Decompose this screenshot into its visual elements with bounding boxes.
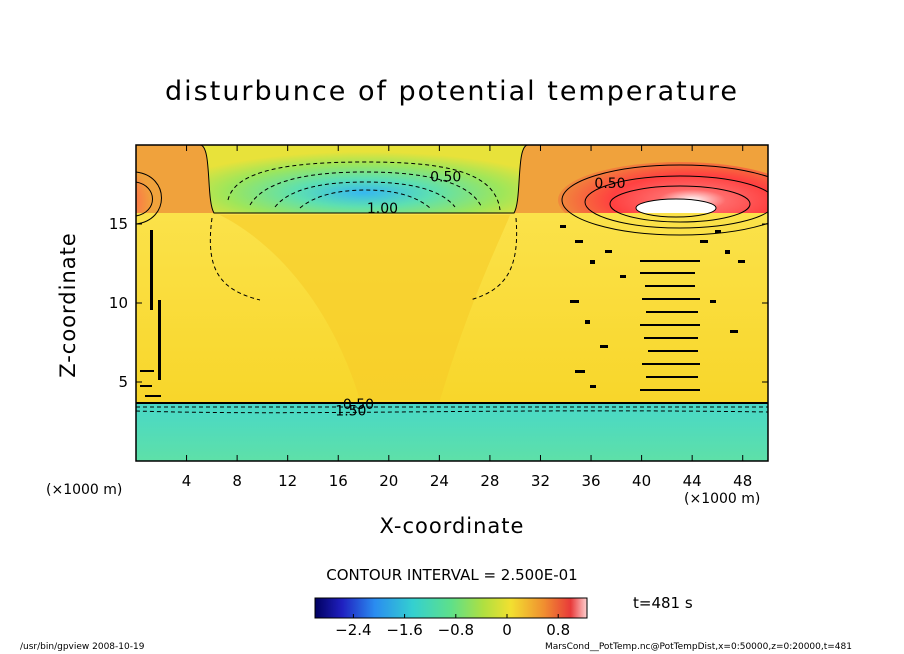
x-tick-label-10: 44 (683, 472, 702, 490)
x-tick-label-11: 48 (733, 472, 752, 490)
x-tick-label-1: 8 (232, 472, 242, 490)
x-tick-label-3: 16 (329, 472, 348, 490)
colorbar-tick-label-1: −1.6 (386, 621, 422, 639)
contour-label-2: 0.50 (594, 176, 625, 192)
colorbar-tick-label-2: −0.8 (438, 621, 474, 639)
y-tick-label-1: 10 (109, 294, 128, 312)
contour-label-0: 0.50 (430, 170, 461, 186)
y-axis-ticks: 5 10 15 (109, 215, 768, 391)
x-tick-label-6: 28 (480, 472, 499, 490)
x-unit-left: (×1000 m) (46, 482, 123, 498)
central-plume (220, 215, 510, 400)
x-axis-ticks: 4 8 12 16 20 24 28 32 36 40 44 48 (182, 145, 752, 490)
cold-anomaly-region (200, 145, 528, 213)
contour-interval: CONTOUR INTERVAL = 2.500E-01 (326, 566, 578, 584)
contour-labels: 0.501.000.500.501.50 (335, 170, 625, 420)
x-tick-label-7: 32 (531, 472, 550, 490)
x-tick-label-2: 12 (278, 472, 297, 490)
colorbar-tick-label-0: −2.4 (335, 621, 371, 639)
turbulent-noise-right (560, 225, 745, 391)
x-tick-label-5: 24 (430, 472, 449, 490)
x-unit-right: (×1000 m) (684, 491, 761, 507)
footer-right: MarsCond__PotTemp.nc@PotTempDist,x=0:500… (544, 642, 852, 652)
contour-label-1: 1.00 (367, 201, 398, 217)
colorbar-tick-label-4: 0.8 (546, 621, 570, 639)
warm-core-right (636, 199, 716, 217)
chart-title: disturbunce of potential temperature (165, 76, 739, 107)
turbulent-noise-left (140, 230, 161, 397)
footer-left: /usr/bin/gpview 2008-10-19 (20, 642, 145, 652)
contour-lines (136, 145, 768, 414)
warm-anomaly-left (136, 168, 176, 228)
x-tick-label-4: 20 (379, 472, 398, 490)
colorbar (314, 597, 588, 619)
x-tick-label-9: 40 (632, 472, 651, 490)
x-axis-label: X-coordinate (379, 514, 525, 538)
contour-label-3: 0.50 (343, 397, 374, 413)
colorbar-ticks: −2.4 −1.6 −0.8 0 0.8 (335, 614, 570, 639)
time-label: t=481 s (633, 594, 693, 612)
heatmap-field (136, 145, 768, 461)
x-tick-label-0: 4 (182, 472, 192, 490)
y-tick-label-0: 5 (118, 373, 128, 391)
colorbar-tick-label-3: 0 (502, 621, 512, 639)
y-tick-label-2: 15 (109, 215, 128, 233)
contour-label-4: 1.50 (335, 403, 366, 419)
x-tick-label-8: 36 (581, 472, 600, 490)
y-axis-label: Z-coordinate (56, 232, 80, 378)
